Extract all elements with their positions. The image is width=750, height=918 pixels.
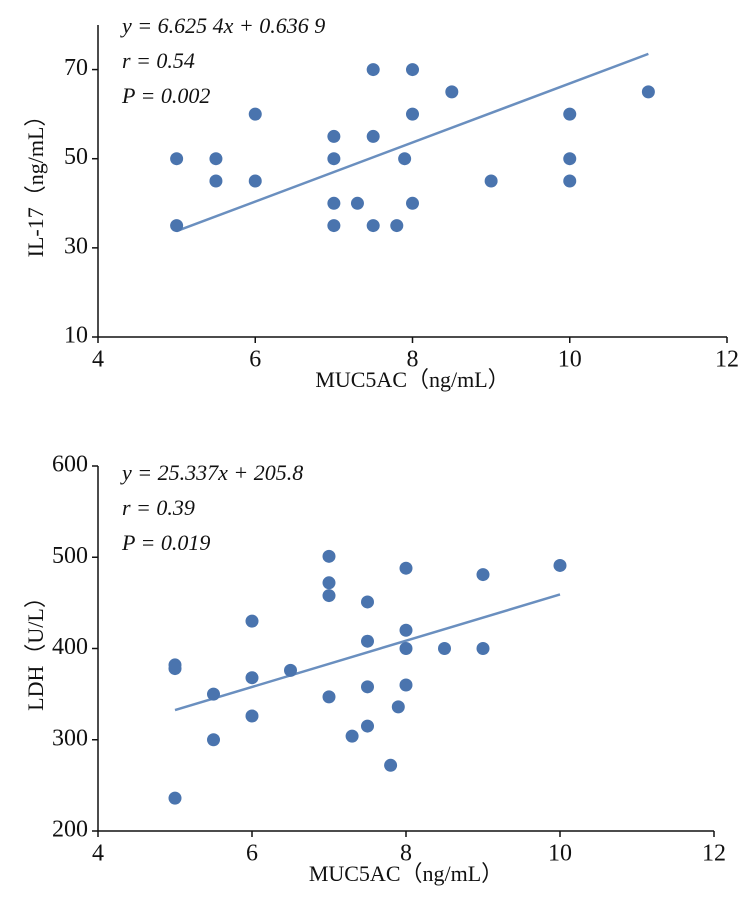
y-tick-label: 500	[52, 543, 88, 569]
point	[361, 634, 374, 648]
point	[384, 758, 398, 772]
point	[476, 642, 490, 655]
x-axis-label: MUC5AC（ng/mL）	[309, 861, 503, 886]
y-tick-label: 200	[52, 817, 88, 843]
point	[322, 549, 336, 563]
point	[207, 687, 220, 701]
x-tick-label: 12	[715, 347, 739, 373]
point	[563, 107, 577, 121]
point	[390, 219, 404, 233]
point	[245, 614, 259, 628]
y-tick-label: 600	[52, 452, 88, 478]
point	[399, 642, 413, 655]
y-tick-label: 10	[64, 323, 88, 349]
point	[168, 791, 182, 805]
point	[366, 63, 380, 77]
point	[327, 129, 341, 143]
point	[170, 219, 184, 233]
y-axis-label: IL-17（ng/mL）	[23, 105, 48, 258]
annotation: P = 0.002	[121, 83, 210, 108]
point	[245, 671, 259, 685]
annotation: y = 25.337x + 205.8	[120, 460, 303, 485]
point	[170, 152, 184, 166]
point	[207, 733, 220, 747]
x-axis-label: MUC5AC（ng/mL）	[315, 367, 509, 392]
annotation: y = 6.625 4x + 0.636 9	[120, 13, 325, 38]
annotation: r = 0.39	[122, 495, 195, 520]
y-axis-label: LDH（U/L）	[23, 586, 48, 711]
x-tick-label: 6	[249, 347, 261, 373]
point	[322, 589, 336, 603]
point	[209, 152, 223, 166]
x-tick-label: 12	[702, 841, 726, 867]
y-tick-label: 400	[52, 634, 88, 660]
x-tick-label: 10	[548, 841, 572, 867]
point	[361, 595, 374, 609]
y-tick-label: 50	[64, 144, 88, 170]
point	[398, 152, 412, 166]
point	[322, 690, 336, 704]
point	[438, 642, 451, 655]
point	[284, 663, 297, 677]
point	[445, 85, 459, 99]
x-tick-label: 4	[92, 347, 104, 373]
x-tick-label: 8	[407, 347, 419, 373]
point	[248, 174, 262, 188]
point	[406, 63, 419, 77]
x-tick-label: 4	[92, 841, 104, 867]
point	[476, 568, 490, 582]
point	[563, 174, 577, 188]
point	[209, 174, 223, 188]
point	[399, 678, 413, 692]
point	[563, 152, 577, 166]
point	[245, 709, 259, 723]
point	[641, 85, 655, 99]
point	[366, 129, 380, 143]
annotation: P = 0.019	[121, 530, 210, 555]
point	[406, 107, 419, 121]
y-tick-label: 30	[64, 233, 88, 259]
point	[391, 700, 405, 714]
x-tick-label: 6	[246, 841, 258, 867]
point	[399, 623, 413, 637]
y-tick-label: 300	[52, 725, 88, 751]
point	[322, 576, 336, 590]
point	[484, 174, 498, 188]
trend-line	[176, 52, 649, 233]
point	[248, 107, 262, 121]
x-tick-label: 8	[400, 841, 412, 867]
point	[553, 558, 567, 572]
point	[350, 196, 364, 210]
point	[327, 196, 341, 210]
point	[399, 561, 413, 575]
x-tick-label: 10	[558, 347, 582, 373]
point	[327, 152, 341, 166]
point	[168, 662, 182, 676]
point	[327, 219, 341, 233]
point	[406, 196, 419, 210]
point	[361, 719, 374, 733]
trend-line	[174, 593, 561, 712]
point	[361, 680, 374, 694]
y-tick-label: 70	[64, 55, 88, 81]
point	[345, 729, 359, 743]
annotation: r = 0.54	[122, 48, 195, 73]
point	[366, 219, 380, 233]
